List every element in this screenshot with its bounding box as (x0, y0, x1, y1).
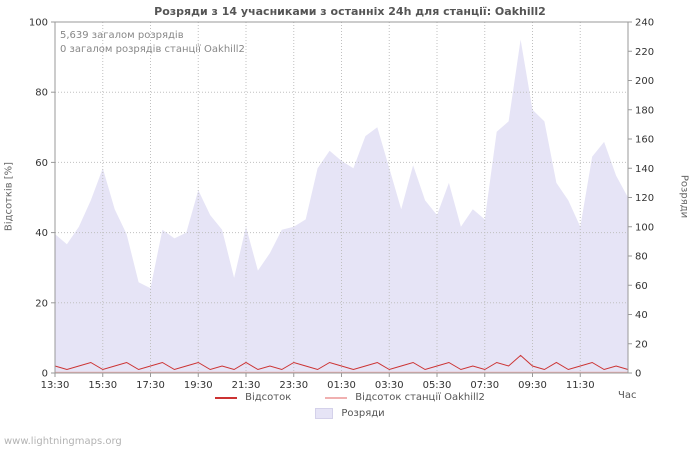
x-tick-label: 01:30 (327, 380, 356, 391)
x-tick-label: 13:30 (41, 380, 70, 391)
legend-swatch-percent (215, 396, 238, 399)
left-tick-label: 80 (35, 88, 48, 99)
legend-item-percent: Відсоток (215, 392, 291, 403)
left-tick-label: 20 (35, 298, 48, 309)
chart-title: Розряди з 14 учасниками з останніх 24h д… (154, 5, 546, 18)
right-tick-label: 40 (635, 310, 648, 321)
x-tick-label: 05:30 (423, 380, 452, 391)
x-axis-title: Час (618, 390, 637, 401)
legend-row-area: Розряди (303, 408, 396, 419)
annotation-station-total: 0 загалом розрядів станції Oakhill2 (60, 44, 245, 55)
right-tick-label: 20 (635, 339, 648, 350)
right-tick-label: 0 (635, 369, 641, 380)
x-tick-label: 09:30 (518, 380, 547, 391)
left-tick-label: 0 (42, 369, 48, 380)
x-tick-label: 07:30 (470, 380, 499, 391)
right-tick-label: 160 (635, 135, 654, 146)
legend-row-lines: Відсоток Відсоток станції Oakhill2 (203, 392, 497, 403)
left-tick-label: 60 (35, 158, 48, 169)
x-tick-label: 15:30 (88, 380, 117, 391)
x-tick-label: 23:30 (279, 380, 308, 391)
left-tick-label: 40 (35, 228, 48, 239)
legend-item-station-percent: Відсоток станції Oakhill2 (325, 392, 485, 403)
left-axis-title: Відсотків [%] (3, 161, 15, 232)
right-tick-label: 220 (635, 47, 654, 58)
right-tick-label: 100 (635, 222, 654, 233)
right-tick-label: 200 (635, 76, 654, 87)
legend-label-discharges: Розряди (341, 408, 385, 419)
right-tick-label: 80 (635, 252, 648, 263)
legend-swatch-discharges (315, 408, 334, 419)
watermark: www.lightningmaps.org (4, 436, 122, 447)
legend-label-station-percent: Відсоток станції Oakhill2 (355, 392, 485, 403)
legend-item-discharges: Розряди (315, 408, 385, 419)
right-tick-label: 240 (635, 18, 654, 29)
left-tick-label: 100 (29, 18, 48, 29)
right-axis-title: Розряди (678, 174, 690, 219)
right-tick-label: 180 (635, 105, 654, 116)
x-tick-label: 17:30 (136, 380, 165, 391)
legend-swatch-station (325, 396, 348, 399)
right-tick-label: 120 (635, 193, 654, 204)
right-tick-label: 140 (635, 164, 654, 175)
annotation-total-discharges: 5,639 загалом розрядів (60, 30, 184, 41)
legend: Відсоток Відсоток станції Oakhill2 Розря… (0, 392, 700, 419)
x-tick-label: 03:30 (375, 380, 404, 391)
right-tick-label: 60 (635, 281, 648, 292)
legend-label-percent: Відсоток (245, 392, 292, 403)
x-tick-label: 19:30 (184, 380, 213, 391)
x-tick-label: 21:30 (232, 380, 261, 391)
line-percent (54, 354, 629, 371)
x-tick-label: 11:30 (566, 380, 595, 391)
